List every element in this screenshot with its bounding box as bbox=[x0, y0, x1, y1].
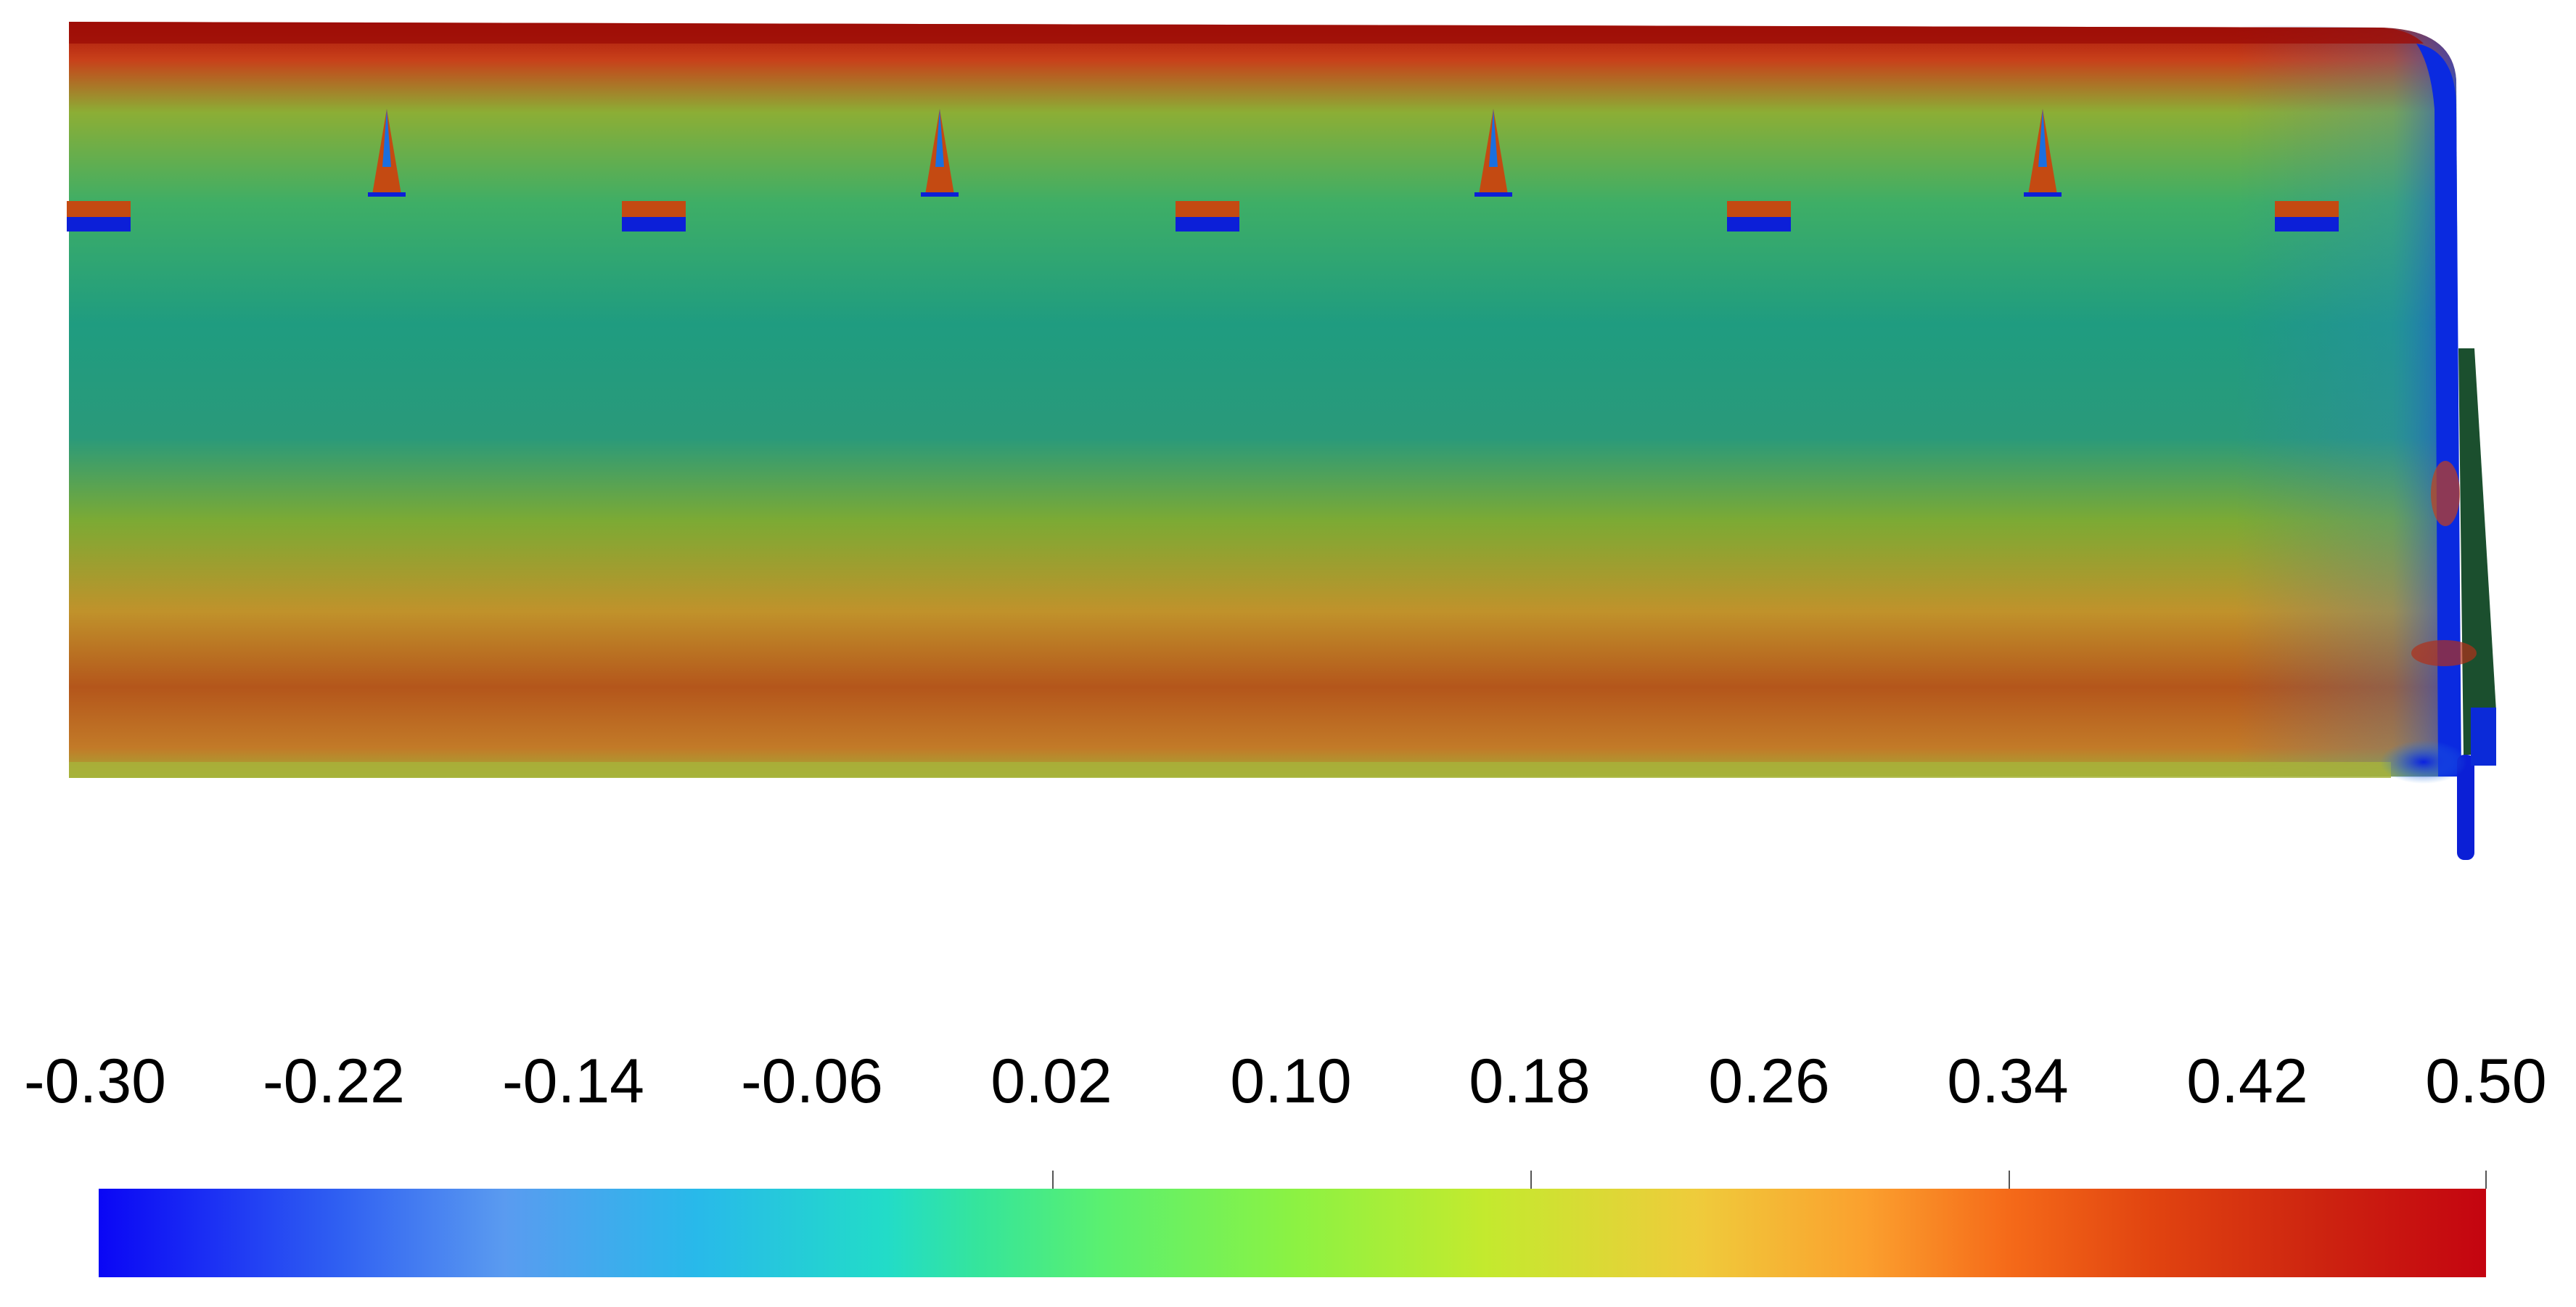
colorbar-tick-label: 0.26 bbox=[1708, 1046, 1830, 1116]
roof-mounts bbox=[67, 201, 2339, 232]
colorbar-tick-label: -0.22 bbox=[262, 1046, 406, 1116]
colorbar-tick-mark bbox=[1052, 1171, 1054, 1189]
colorbar-tick-label: 0.34 bbox=[1947, 1046, 2069, 1116]
colorbar-tick-mark bbox=[2485, 1171, 2487, 1189]
body-surface bbox=[69, 22, 2460, 778]
colorbar-tick-label: 0.18 bbox=[1469, 1046, 1591, 1116]
colorbar-tick-label: -0.06 bbox=[740, 1046, 884, 1116]
colorbar-tick-label: 0.02 bbox=[990, 1046, 1112, 1116]
colorbar-tick-label: -0.14 bbox=[501, 1046, 645, 1116]
colorbar-tick-label: 0.50 bbox=[2425, 1046, 2547, 1116]
colorbar-tick-mark bbox=[2009, 1171, 2010, 1189]
colorbar-tick-mark bbox=[1530, 1171, 1532, 1189]
colorbar-tick-label: -0.30 bbox=[23, 1046, 167, 1116]
colorbar-labels: -0.30 -0.22 -0.14 -0.06 0.02 0.10 0.18 0… bbox=[0, 1045, 2576, 1147]
colorbar bbox=[99, 1189, 2486, 1277]
antennas bbox=[368, 109, 2062, 197]
colorbar-tick-label: 0.42 bbox=[2186, 1046, 2308, 1116]
colorbar-tick-label: 0.10 bbox=[1230, 1046, 1352, 1116]
